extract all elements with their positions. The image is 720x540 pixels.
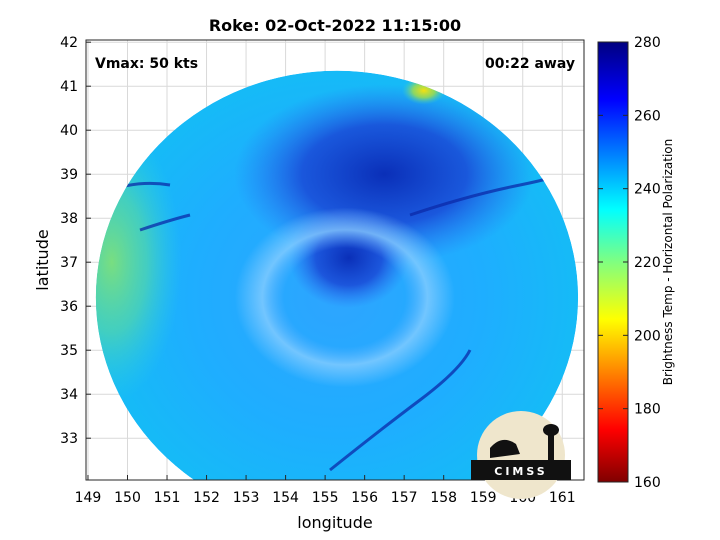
y-tick-label: 37: [60, 255, 78, 271]
x-tick-label: 154: [272, 490, 299, 506]
swath-imagery: [95, 70, 579, 480]
swath-streak: [139, 213, 191, 232]
x-tick-label: 150: [114, 490, 141, 506]
y-tick-label: 41: [60, 79, 78, 95]
y-tick-label: 33: [60, 431, 78, 447]
colorbar-ticks: 160 180 200 220 240 260 280: [598, 35, 661, 491]
x-tick-label: 152: [193, 490, 220, 506]
x-tick-label: 161: [549, 490, 576, 506]
x-tick-label: 149: [75, 490, 102, 506]
x-tick-label: 155: [312, 490, 339, 506]
vmax-annotation: Vmax: 50 kts: [95, 56, 198, 72]
x-tick-label: 159: [470, 490, 497, 506]
x-tick-label: 157: [391, 490, 418, 506]
y-tick-label: 34: [60, 387, 78, 403]
cimss-logo: CIMSS: [471, 411, 571, 499]
colorbar-label: Brightness Temp - Horizontal Polarizatio…: [661, 139, 675, 386]
swath-streak: [329, 349, 472, 472]
x-axis-label: longitude: [297, 513, 372, 532]
y-tick-label: 36: [60, 299, 78, 315]
y-ticks: 33 34 35 36 37 38 39 40 41 42: [60, 35, 91, 447]
colorbar-tick-label: 260: [634, 108, 661, 124]
swath: [95, 70, 579, 480]
feature-eye-ring: [234, 207, 455, 388]
swath-layer: [95, 70, 579, 480]
x-tick-label: 153: [233, 490, 260, 506]
feature-west-warm-region: [95, 122, 182, 403]
y-axis-label: latitude: [33, 229, 52, 290]
x-tick-label: 151: [154, 490, 181, 506]
away-annotation: 00:22 away: [485, 56, 575, 72]
colorbar-tick-label: 220: [634, 255, 661, 271]
y-tick-label: 38: [60, 211, 78, 227]
y-tick-label: 40: [60, 123, 78, 139]
x-tick-label: 158: [430, 490, 457, 506]
y-tick-label: 35: [60, 343, 78, 359]
y-tick-label: 39: [60, 167, 78, 183]
colorbar-tick-label: 160: [634, 475, 661, 491]
colorbar-tick-label: 240: [634, 182, 661, 198]
colorbar-tick-label: 180: [634, 402, 661, 418]
plot-frame: [85, 39, 585, 481]
colorbar-tick-label: 200: [634, 328, 661, 344]
logo-text: CIMSS: [494, 465, 547, 478]
colorbar-tick-label: 280: [634, 35, 661, 51]
x-tick-label: 156: [351, 490, 378, 506]
y-tick-label: 42: [60, 35, 78, 51]
chart-title: Roke: 02-Oct-2022 11:15:00: [209, 16, 461, 35]
